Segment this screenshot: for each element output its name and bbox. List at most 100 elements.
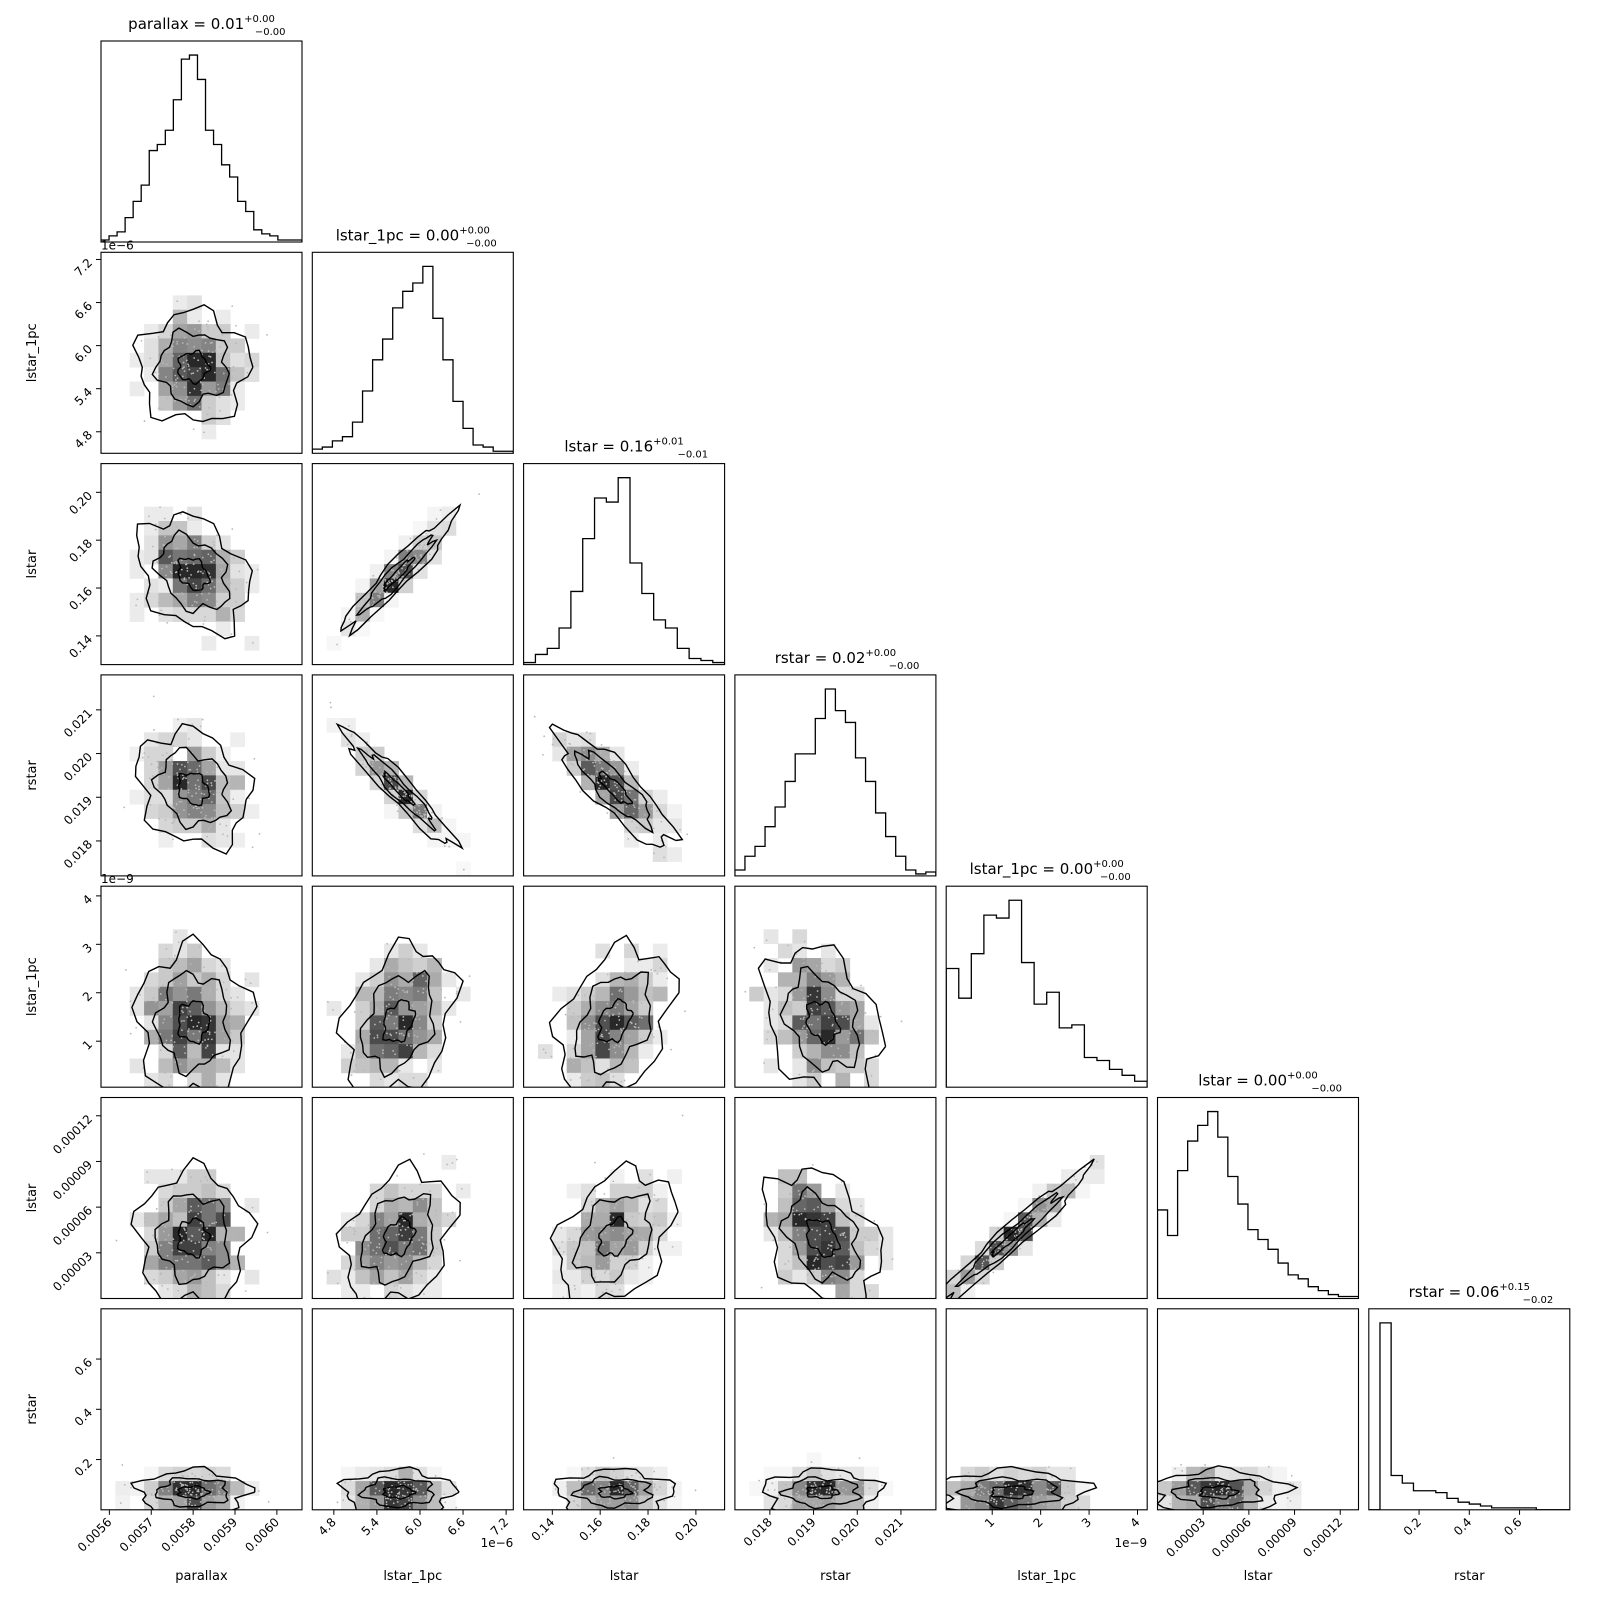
sample-point (595, 1029, 597, 1032)
sample-point (374, 590, 377, 593)
sample-point (201, 1230, 204, 1233)
sample-point (608, 769, 611, 772)
density-cell (974, 1466, 990, 1482)
density-cell (158, 1029, 174, 1045)
density-cell (158, 324, 174, 339)
sample-point (416, 558, 419, 561)
density-cell (144, 804, 159, 819)
density-cell (201, 535, 217, 551)
plot-frame (1156, 1308, 1360, 1511)
sample-point (835, 981, 838, 984)
sample-point (794, 1250, 797, 1253)
sample-point (208, 1495, 211, 1498)
density-cell (581, 761, 596, 776)
sample-point (212, 541, 215, 544)
sample-point (606, 1206, 609, 1209)
sample-point (845, 1276, 848, 1279)
sample-point (385, 1005, 388, 1008)
sample-point (610, 1254, 612, 1257)
density-cell (201, 957, 217, 973)
sample-point (169, 964, 172, 967)
sample-point (425, 532, 428, 535)
histogram-step (1368, 1322, 1570, 1510)
density-cell (1075, 1183, 1091, 1199)
sample-point (175, 1205, 178, 1208)
sample-point (366, 1487, 369, 1490)
sample-point (589, 752, 592, 755)
sample-point (220, 1478, 223, 1481)
density-cell (667, 1481, 682, 1496)
sample-point (368, 592, 371, 595)
density-cell (355, 621, 371, 637)
density-cell (849, 1495, 865, 1510)
sample-point (203, 793, 206, 796)
sample-point (810, 1007, 813, 1010)
sample-point (187, 738, 190, 740)
sample-point (190, 1205, 193, 1208)
sample-point (396, 969, 399, 972)
panel-title: lstar_1pc = 0.00+0.00 (970, 859, 1124, 879)
sample-point (634, 1023, 637, 1025)
sample-point (655, 997, 658, 999)
sample-point (1212, 1493, 1215, 1496)
sample-point (183, 1229, 186, 1231)
sample-point (1171, 1494, 1174, 1496)
sample-point (620, 1199, 623, 1202)
sample-point (188, 1503, 191, 1505)
sample-point (854, 1495, 857, 1498)
sample-point (765, 1017, 768, 1019)
density-cell (230, 832, 245, 848)
sample-point (353, 1070, 355, 1073)
sample-point (170, 572, 173, 575)
sample-point (591, 1228, 594, 1231)
sample-point (802, 1000, 805, 1003)
sample-point (207, 1300, 209, 1302)
sample-point (837, 1482, 840, 1485)
sample-point (619, 988, 622, 991)
x-axis-label: lstar (1244, 1569, 1273, 1584)
sample-point (796, 1229, 799, 1232)
sample-point (1067, 1491, 1070, 1494)
sample-point (803, 1208, 806, 1210)
x-tick-label: 0.16 (577, 1515, 606, 1544)
sample-point (435, 1214, 438, 1217)
sample-point (797, 1495, 799, 1498)
sample-point (807, 995, 809, 998)
density-cell (749, 1481, 765, 1496)
sample-point (1004, 1505, 1007, 1508)
sample-point (592, 1473, 594, 1476)
sample-point (227, 1268, 229, 1271)
sample-point (1035, 1202, 1038, 1205)
contour-line (359, 969, 436, 1079)
sample-point (201, 806, 204, 809)
sample-point (980, 1478, 983, 1481)
sample-point (625, 805, 628, 808)
sample-point (155, 1207, 158, 1210)
density-cell (652, 1198, 668, 1213)
sample-point (419, 1183, 422, 1186)
sample-point (181, 1235, 183, 1237)
sample-point (596, 1243, 598, 1246)
sample-point (804, 1490, 807, 1493)
sample-point (615, 1023, 618, 1026)
density-cell (172, 717, 188, 733)
contour-line (154, 1193, 231, 1286)
sample-point (353, 1232, 356, 1235)
sample-point (1204, 1490, 1207, 1493)
sample-point (816, 1018, 819, 1021)
sample-point (859, 1032, 862, 1035)
sample-point (785, 1505, 788, 1508)
sample-point (640, 1236, 643, 1239)
sample-point (330, 706, 332, 709)
sample-point (1215, 1491, 1218, 1493)
contour-line (574, 749, 654, 834)
sample-point (639, 1038, 642, 1040)
sample-point (177, 941, 180, 944)
sample-point (819, 967, 822, 970)
density-cell (172, 1198, 188, 1213)
sample-point (410, 795, 413, 798)
x-tick-label: 5.4 (359, 1515, 382, 1538)
sample-point (172, 354, 174, 357)
sample-point (813, 1208, 816, 1211)
sample-point (164, 1042, 167, 1045)
